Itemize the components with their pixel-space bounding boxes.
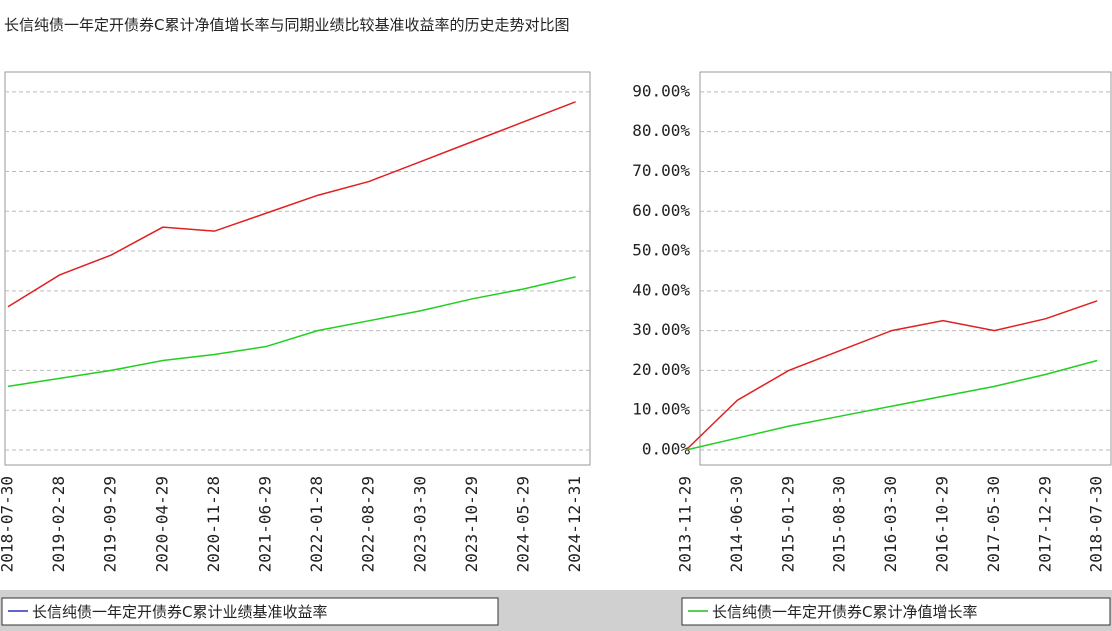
y-tick-label: 80.00% <box>632 121 690 140</box>
x-tick-label: 2015-01-29 <box>778 476 797 572</box>
y-tick-label: 60.00% <box>632 201 690 220</box>
y-tick-label: 40.00% <box>632 280 690 299</box>
page: 长信纯债一年定开债券C累计净值增长率与同期业绩比较基准收益率的历史走势对比图 0… <box>0 0 1112 631</box>
x-tick-label: 2024-05-29 <box>514 476 533 572</box>
x-tick-label: 2018-07-30 <box>1087 476 1106 572</box>
x-tick-label: 2016-10-29 <box>933 476 952 572</box>
y-tick-label: 70.00% <box>632 161 690 180</box>
y-tick-label: 20.00% <box>632 360 690 379</box>
x-tick-label: 2016-03-30 <box>881 476 900 572</box>
chart: 长信纯债一年定开债券C累计净值增长率与同期业绩比较基准收益率的历史走势对比图 0… <box>0 0 1112 631</box>
series-line <box>686 301 1097 450</box>
y-tick-label: 30.00% <box>632 320 690 339</box>
series-line <box>8 102 576 307</box>
y-tick-label: 50.00% <box>632 241 690 260</box>
x-tick-label: 2022-01-28 <box>307 476 326 572</box>
legend-label: 长信纯债一年定开债券C累计业绩基准收益率 <box>32 603 327 621</box>
x-tick-label: 2014-06-30 <box>727 476 746 572</box>
x-tick-label: 2018-07-30 <box>0 476 17 572</box>
x-tick-label: 2017-05-30 <box>984 476 1003 572</box>
legend-label: 长信纯债一年定开债券C累计净值增长率 <box>712 603 977 621</box>
x-tick-label: 2013-11-29 <box>676 476 695 572</box>
x-tick-label: 2019-02-28 <box>49 476 68 572</box>
x-tick-label: 2020-11-28 <box>204 476 223 572</box>
x-tick-label: 2017-12-29 <box>1035 476 1054 572</box>
plot-frame <box>700 72 1111 465</box>
chart-title: 长信纯债一年定开债券C累计净值增长率与同期业绩比较基准收益率的历史走势对比图 <box>4 16 569 34</box>
y-tick-label: 90.00% <box>632 81 690 100</box>
y-tick-label: 0.00% <box>642 440 691 459</box>
x-tick-label: 2020-04-29 <box>152 476 171 572</box>
x-tick-label: 2023-10-29 <box>462 476 481 572</box>
x-tick-label: 2019-09-29 <box>101 476 120 572</box>
x-tick-label: 2021-06-29 <box>256 476 275 572</box>
y-tick-label: 10.00% <box>632 400 690 419</box>
series-line <box>686 360 1097 450</box>
x-tick-label: 2023-03-30 <box>410 476 429 572</box>
x-tick-label: 2022-08-29 <box>359 476 378 572</box>
x-tick-label: 2015-08-30 <box>830 476 849 572</box>
plot-frame <box>5 72 590 465</box>
x-tick-label: 2024-12-31 <box>565 476 584 572</box>
